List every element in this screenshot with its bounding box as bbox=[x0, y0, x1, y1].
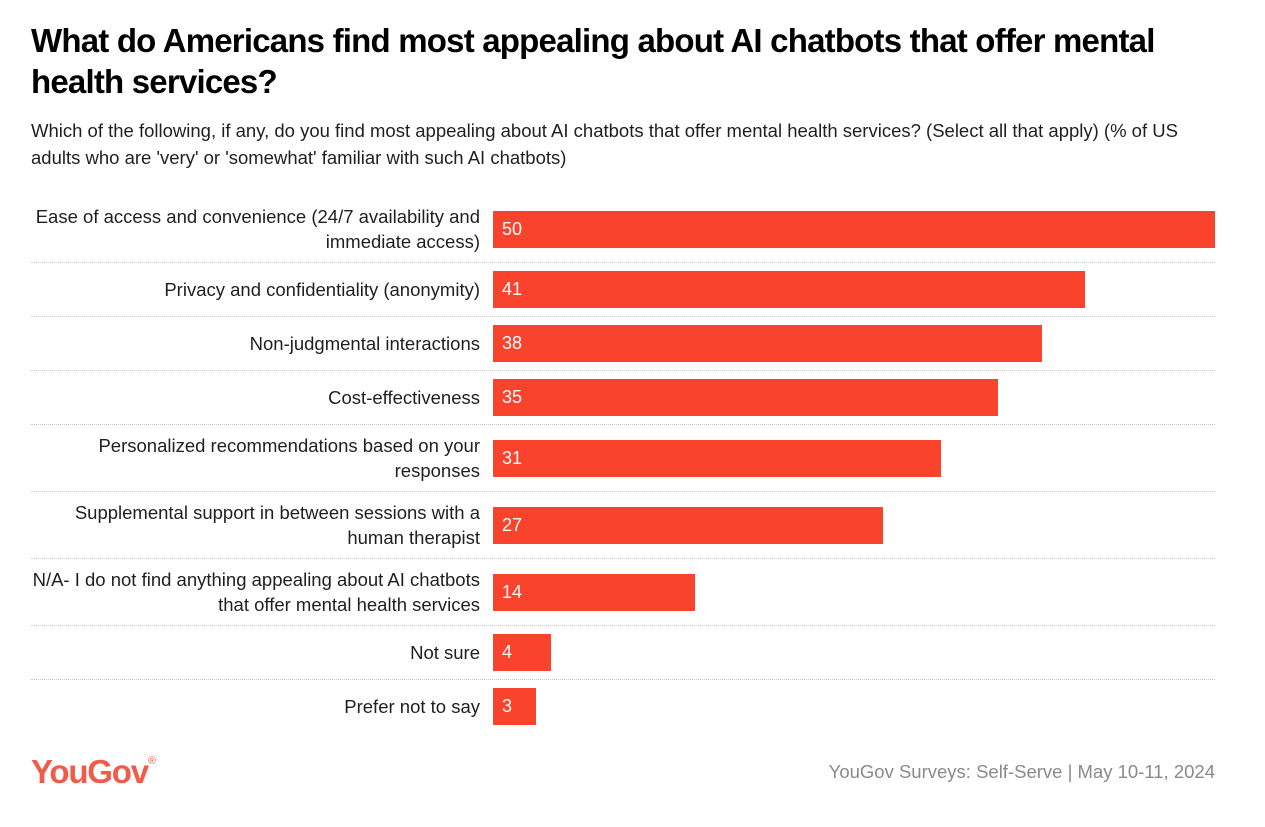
chart-rows: Ease of access and convenience (24/7 ava… bbox=[31, 196, 1215, 733]
bar-track: 4 bbox=[493, 634, 1215, 671]
page-title: What do Americans find most appealing ab… bbox=[31, 22, 1155, 100]
bar-value-label: 38 bbox=[502, 333, 523, 353]
category-label: Cost-effectiveness bbox=[328, 387, 480, 408]
bar-track: 27 bbox=[493, 506, 1215, 544]
chart-row: Not sure 4 bbox=[31, 626, 1215, 680]
bar-value-label: 35 bbox=[502, 387, 523, 407]
bar-track: 50 bbox=[493, 210, 1215, 248]
bar-value-label: 4 bbox=[502, 642, 513, 662]
category-label: Supplemental support in between sessions… bbox=[74, 502, 480, 548]
chart-row: N/A- I do not find anything appealing ab… bbox=[31, 559, 1215, 626]
bar-track: 3 bbox=[493, 688, 1215, 725]
bar-track: 31 bbox=[493, 439, 1215, 477]
bar-track: 35 bbox=[493, 379, 1215, 416]
yougov-logo-text: YouGov bbox=[31, 753, 149, 790]
bar: 14 bbox=[493, 573, 696, 611]
bar-chart: Ease of access and convenience (24/7 ava… bbox=[31, 196, 1215, 733]
bar-value-label: 3 bbox=[502, 696, 513, 716]
category-label: Personalized recommendations based on yo… bbox=[98, 435, 480, 481]
chart-row: Ease of access and convenience (24/7 ava… bbox=[31, 196, 1215, 263]
registered-trademark-icon: ® bbox=[147, 755, 156, 767]
chart-row: Cost-effectiveness 35 bbox=[31, 371, 1215, 425]
category-label: Privacy and confidentiality (anonymity) bbox=[164, 279, 480, 300]
bar: 27 bbox=[493, 506, 883, 544]
bar-value-label: 14 bbox=[502, 581, 523, 602]
yougov-logo: YouGov® bbox=[31, 755, 156, 788]
chart-row: Supplemental support in between sessions… bbox=[31, 492, 1215, 559]
bar-value-label: 50 bbox=[502, 218, 523, 239]
bar: 50 bbox=[493, 210, 1215, 248]
bar-track: 14 bbox=[493, 573, 1215, 611]
bar: 3 bbox=[493, 688, 537, 725]
bar-value-label: 41 bbox=[502, 279, 523, 299]
category-label: Ease of access and convenience (24/7 ava… bbox=[35, 206, 480, 252]
bar-track: 41 bbox=[493, 271, 1215, 308]
category-label: Prefer not to say bbox=[344, 696, 480, 717]
chart-row: Non-judgmental interactions 38 bbox=[31, 317, 1215, 371]
category-label: Non-judgmental interactions bbox=[249, 333, 480, 354]
bar-value-label: 27 bbox=[502, 514, 523, 535]
bar-track: 38 bbox=[493, 325, 1215, 362]
bar: 31 bbox=[493, 439, 941, 477]
chart-subtitle-question: Which of the following, if any, do you f… bbox=[31, 120, 1178, 168]
category-label: Not sure bbox=[410, 642, 480, 663]
chart-footer: YouGov® YouGov Surveys: Self-Serve | May… bbox=[31, 755, 1234, 788]
source-attribution: YouGov Surveys: Self-Serve | May 10-11, … bbox=[828, 760, 1215, 782]
bar: 4 bbox=[493, 634, 551, 671]
bar-value-label: 31 bbox=[502, 447, 523, 468]
chart-row: Prefer not to say 3 bbox=[31, 680, 1215, 733]
chart-row: Privacy and confidentiality (anonymity) 4… bbox=[31, 263, 1215, 317]
bar: 35 bbox=[493, 379, 999, 416]
bar: 41 bbox=[493, 271, 1086, 308]
chart-row: Personalized recommendations based on yo… bbox=[31, 425, 1215, 492]
bar: 38 bbox=[493, 325, 1042, 362]
category-label: N/A- I do not find anything appealing ab… bbox=[32, 569, 480, 615]
